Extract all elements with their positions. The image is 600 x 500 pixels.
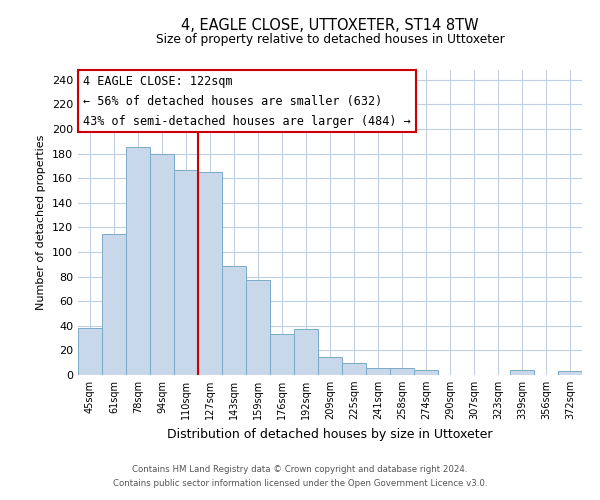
Bar: [294, 330, 318, 375]
Bar: [270, 334, 294, 375]
Bar: [558, 372, 582, 375]
Bar: [174, 170, 198, 375]
Bar: [126, 148, 150, 375]
Text: Size of property relative to detached houses in Uttoxeter: Size of property relative to detached ho…: [155, 32, 505, 46]
Bar: [222, 266, 246, 375]
Bar: [318, 356, 342, 375]
X-axis label: Distribution of detached houses by size in Uttoxeter: Distribution of detached houses by size …: [167, 428, 493, 440]
Y-axis label: Number of detached properties: Number of detached properties: [37, 135, 46, 310]
Bar: [150, 154, 174, 375]
Bar: [102, 234, 126, 375]
Bar: [246, 280, 270, 375]
Bar: [366, 368, 390, 375]
Bar: [390, 368, 414, 375]
Bar: [414, 370, 438, 375]
Bar: [78, 328, 102, 375]
Text: 4, EAGLE CLOSE, UTTOXETER, ST14 8TW: 4, EAGLE CLOSE, UTTOXETER, ST14 8TW: [181, 18, 479, 32]
Text: 4 EAGLE CLOSE: 122sqm
← 56% of detached houses are smaller (632)
43% of semi-det: 4 EAGLE CLOSE: 122sqm ← 56% of detached …: [83, 74, 411, 128]
Bar: [510, 370, 534, 375]
Text: Contains HM Land Registry data © Crown copyright and database right 2024.
Contai: Contains HM Land Registry data © Crown c…: [113, 466, 487, 487]
Bar: [342, 362, 366, 375]
Bar: [198, 172, 222, 375]
